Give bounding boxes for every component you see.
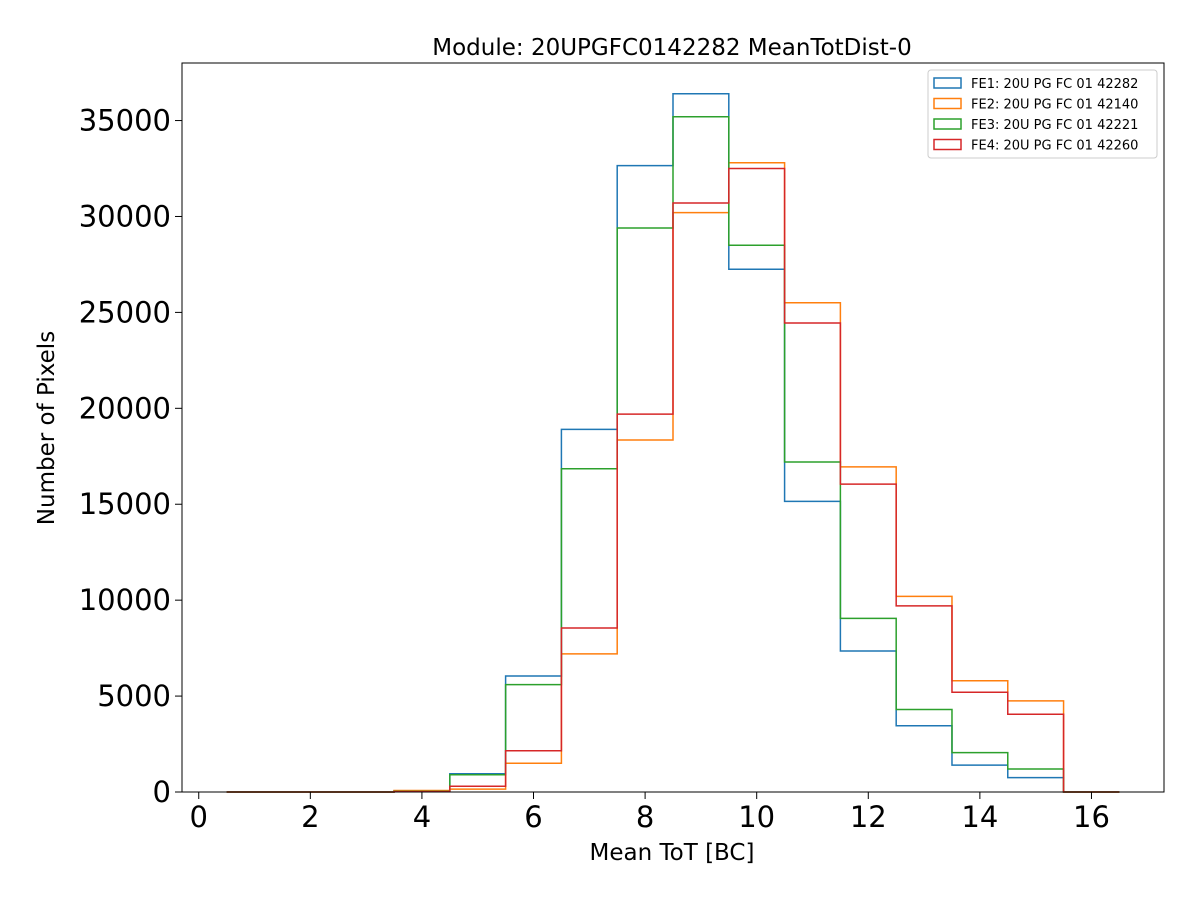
- y-tick-label: 20000: [79, 391, 171, 425]
- x-tick-label: 10: [738, 800, 775, 834]
- x-tick-label: 0: [190, 800, 208, 834]
- x-tick-label: 2: [301, 800, 319, 834]
- plot-frame: [181, 62, 1165, 793]
- legend-box: [927, 69, 1158, 159]
- series-line-fe2: [226, 162, 1120, 793]
- legend-swatch-fe2: [933, 97, 962, 110]
- legend-label-fe4: FE4: 20U PG FC 01 42260: [971, 139, 1138, 154]
- legend-label-fe3: FE3: 20U PG FC 01 42221: [971, 118, 1138, 133]
- y-tick-label: 5000: [97, 679, 171, 713]
- x-tick-label: 16: [1073, 800, 1110, 834]
- legend-label-fe1: FE1: 20U PG FC 01 42282: [971, 77, 1138, 92]
- legend-swatch-fe3: [933, 118, 962, 130]
- legend-swatch-fe4: [933, 138, 962, 151]
- legend-swatch-fe1: [933, 77, 962, 89]
- axes: 0 2 4 6 8 10 12 14 16 0 5000 10000 15000 20000 25000 30…: [79, 62, 1165, 834]
- x-tick-label: 4: [413, 800, 431, 834]
- y-axis-label: Number of Pixels: [34, 331, 60, 525]
- y-tick-label: 30000: [79, 199, 171, 233]
- y-tick-label: 15000: [79, 487, 171, 521]
- chart-title: Module: 20UPGFC0142282 MeanTotDist-0: [432, 35, 911, 61]
- legend-label-fe2: FE2: 20U PG FC 01 42140: [971, 98, 1138, 113]
- plot-area: [226, 92, 1120, 793]
- legend: FE1: 20U PG FC 01 42282 FE2: 20U PG FC 01…: [927, 69, 1158, 159]
- x-tick-label: 6: [524, 800, 542, 834]
- y-tick-label: 35000: [79, 104, 171, 138]
- y-tick-label: 0: [153, 775, 171, 809]
- x-tick-label: 8: [636, 800, 654, 834]
- y-tick-label: 10000: [79, 583, 171, 617]
- x-tick-label: 12: [850, 800, 887, 834]
- y-tick-label: 25000: [79, 295, 171, 329]
- x-tick-label: 14: [961, 800, 998, 834]
- x-axis-label: Mean ToT [BC]: [590, 840, 755, 866]
- series-line-fe4: [226, 167, 1120, 793]
